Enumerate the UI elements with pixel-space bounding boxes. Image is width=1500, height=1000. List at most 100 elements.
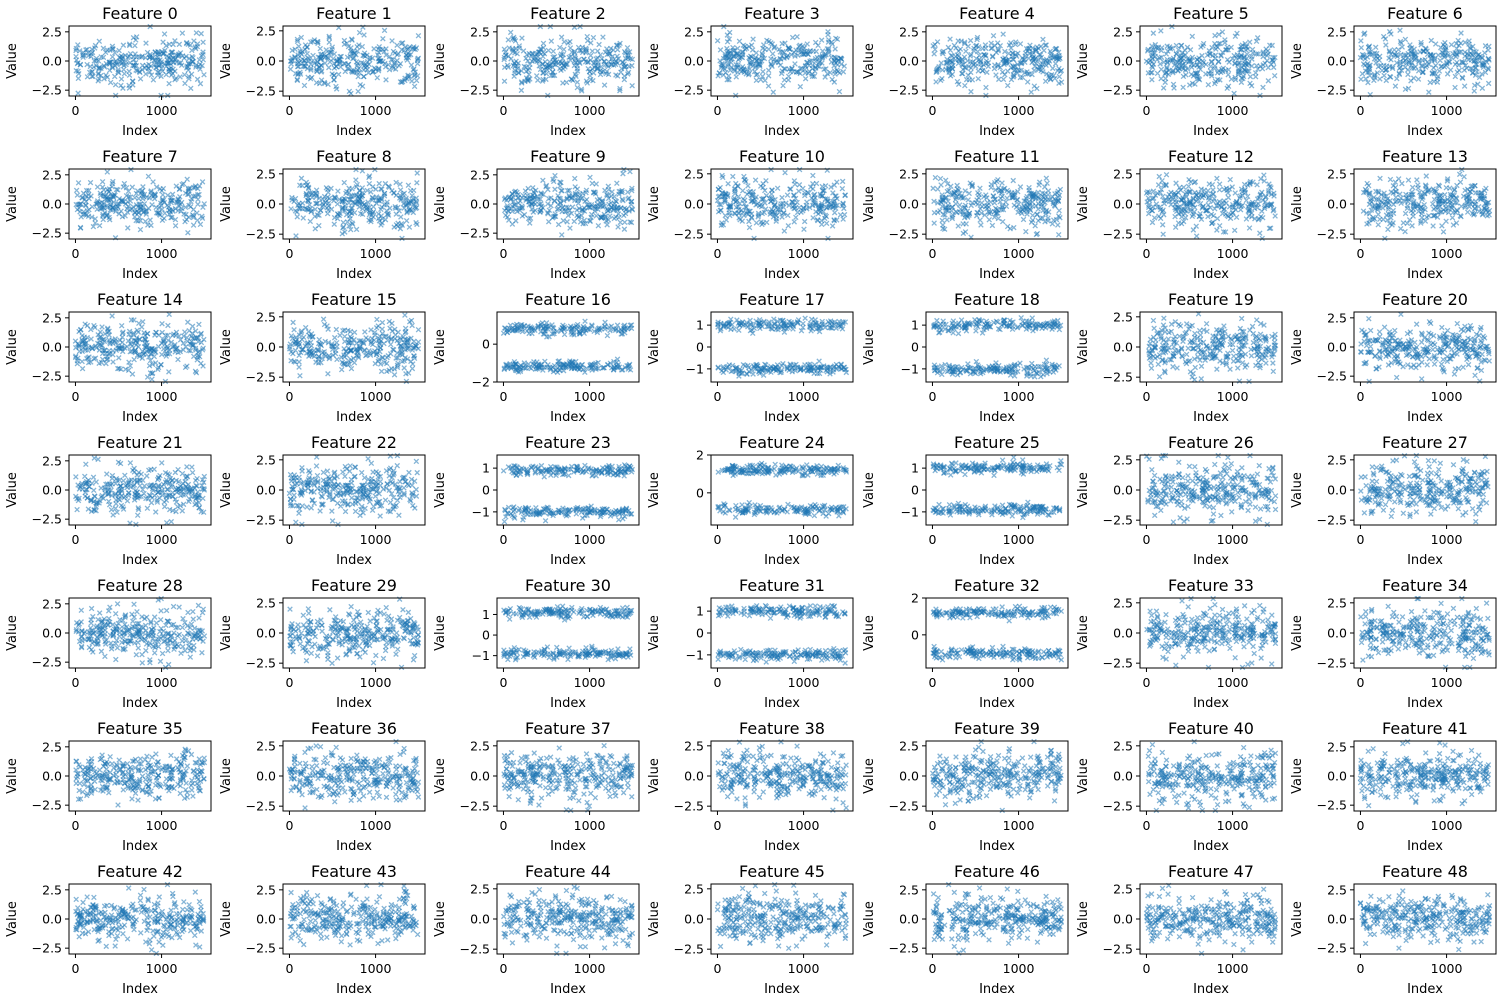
data-point <box>317 55 324 62</box>
data-point <box>944 217 950 223</box>
data-point <box>1432 62 1439 69</box>
data-point <box>79 358 85 365</box>
data-point <box>1261 172 1267 178</box>
data-point <box>370 68 377 75</box>
y-tick-label: 0.0 <box>256 54 276 69</box>
data-point <box>172 38 178 44</box>
data-point <box>361 50 368 56</box>
data-point <box>365 70 372 76</box>
data-point <box>345 43 352 50</box>
data-point <box>412 71 418 78</box>
data-point <box>195 201 201 208</box>
data-point <box>793 214 799 221</box>
data-point <box>837 212 844 218</box>
data-point <box>614 46 621 53</box>
data-point <box>550 61 557 67</box>
x-axis-label: Index <box>122 267 158 282</box>
data-point <box>1430 223 1436 229</box>
data-point <box>750 36 756 42</box>
data-point <box>1410 210 1416 216</box>
data-point <box>715 186 722 193</box>
data-point <box>1448 41 1455 48</box>
data-point <box>164 92 171 99</box>
data-point <box>353 226 360 233</box>
data-point <box>317 56 324 63</box>
data-point <box>127 59 133 66</box>
data-point <box>1163 171 1170 178</box>
data-point <box>839 178 846 185</box>
data-point <box>346 88 353 95</box>
data-point <box>1402 228 1408 235</box>
data-point <box>629 82 635 89</box>
data-point <box>1175 189 1182 196</box>
data-point <box>1010 177 1016 184</box>
y-tick-label: 2.5 <box>42 310 62 325</box>
data-point <box>414 180 420 186</box>
data-point <box>594 48 601 54</box>
data-point <box>137 226 144 233</box>
data-point <box>1222 37 1228 43</box>
data-point <box>159 320 165 327</box>
data-point <box>611 215 618 222</box>
data-point <box>540 40 547 47</box>
data-point <box>769 51 776 57</box>
y-tick-label: 2.5 <box>256 166 276 181</box>
data-point <box>1424 214 1430 220</box>
scatter-points <box>930 31 1065 99</box>
x-tick-label: 1000 <box>574 103 606 118</box>
data-point <box>74 192 81 198</box>
data-point <box>376 43 383 50</box>
data-point <box>189 47 195 54</box>
data-point <box>1225 71 1231 78</box>
data-point <box>304 50 310 57</box>
data-point <box>753 220 760 226</box>
y-tick-label: 0.0 <box>42 340 62 355</box>
data-point <box>770 89 777 95</box>
data-point <box>601 82 608 88</box>
data-point <box>1382 235 1388 242</box>
data-point <box>100 45 107 51</box>
data-point <box>318 62 324 69</box>
data-point <box>73 45 80 52</box>
data-point <box>1011 202 1018 208</box>
data-point <box>1017 184 1024 190</box>
y-tick-label: 0.0 <box>1327 54 1347 69</box>
data-point <box>1392 184 1399 191</box>
data-point <box>367 54 373 61</box>
scatter-points <box>287 24 422 97</box>
data-point <box>524 51 530 58</box>
data-point <box>621 226 628 232</box>
data-point <box>308 67 314 73</box>
data-point <box>557 44 563 51</box>
data-point <box>563 79 570 86</box>
data-point <box>947 36 953 42</box>
y-tick-label: −2.5 <box>1103 83 1133 98</box>
data-point <box>298 175 305 182</box>
x-tick-label: 0 <box>285 103 293 118</box>
data-point <box>1479 85 1486 91</box>
data-point <box>978 222 984 228</box>
data-point <box>188 85 194 92</box>
data-point <box>836 88 843 95</box>
data-point <box>625 71 631 77</box>
data-point <box>351 50 358 56</box>
data-point <box>172 222 179 229</box>
data-point <box>181 71 188 78</box>
y-tick-label: −2.5 <box>674 227 704 242</box>
data-point <box>403 217 410 224</box>
data-point <box>98 54 104 60</box>
data-point <box>1444 71 1451 77</box>
x-tick-label: 1000 <box>146 389 178 404</box>
subplot-title: Feature 13 <box>1382 147 1468 166</box>
data-point <box>545 218 552 225</box>
data-point <box>84 74 91 80</box>
data-point <box>1158 28 1164 34</box>
data-point <box>351 55 357 61</box>
data-point <box>374 74 381 81</box>
subplot-title: Feature 15 <box>311 290 397 309</box>
data-point <box>968 88 974 95</box>
data-point <box>604 222 610 228</box>
